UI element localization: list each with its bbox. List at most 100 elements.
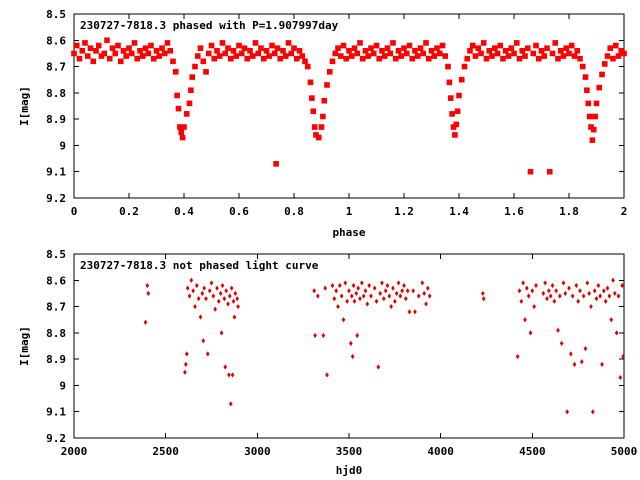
raw-data-point <box>387 293 392 299</box>
raw-data-point <box>336 303 340 310</box>
phased-data-point <box>139 53 146 59</box>
phased-plot-frame <box>73 13 625 199</box>
raw-data-point <box>367 282 371 289</box>
phased-x-tick-label: 2 <box>621 205 628 218</box>
phased-data-point <box>299 53 306 59</box>
phased-data-point <box>590 126 597 133</box>
phased-data-point <box>178 129 185 136</box>
raw-y-tick-label: 8.9 <box>46 353 66 366</box>
raw-data-point <box>413 309 417 315</box>
phased-data-point <box>461 63 468 70</box>
phased-data-point <box>464 55 471 62</box>
phased-data-point <box>134 55 141 62</box>
raw-data-point <box>321 332 326 339</box>
phased-data-point <box>161 50 168 57</box>
phased-data-point <box>497 42 504 49</box>
phased-data-point <box>174 92 180 99</box>
phased-chart-title: 230727-7818.3 phased with P=1.907997day <box>80 19 339 32</box>
phased-data-point <box>142 45 149 51</box>
raw-data-point <box>607 293 612 299</box>
phased-data-point <box>90 58 97 65</box>
phased-y-axis-label: I[mag] <box>18 86 31 126</box>
raw-data-point <box>232 314 237 320</box>
raw-data-point <box>213 306 217 312</box>
phased-data-point <box>159 45 165 51</box>
raw-data-point <box>613 290 617 297</box>
phased-y-tick-label: 8.7 <box>46 61 66 74</box>
phased-data-point <box>452 132 458 138</box>
raw-data-point <box>427 293 432 299</box>
phased-data-point <box>321 97 328 104</box>
raw-data-point <box>193 303 197 310</box>
raw-data-point <box>569 351 573 357</box>
raw-data-point <box>548 293 553 299</box>
phased-data-point <box>491 45 498 51</box>
phased-data-point <box>315 134 322 141</box>
phased-data-point <box>288 50 295 57</box>
phased-data-point <box>241 45 248 51</box>
phased-data-point <box>417 45 424 51</box>
phased-x-tick-label: 0.2 <box>119 205 139 218</box>
phased-data-point <box>271 50 278 57</box>
phased-data-point <box>137 48 143 54</box>
phased-data-point <box>530 50 537 57</box>
raw-data-point <box>534 282 538 289</box>
raw-x-tick-label: 3000 <box>244 445 271 458</box>
raw-chart-title: 230727-7818.3 not phased light curve <box>80 259 319 272</box>
raw-data-point <box>204 296 208 302</box>
phased-data-point <box>511 50 517 57</box>
raw-data-point <box>361 293 366 299</box>
raw-data-point <box>223 364 228 370</box>
raw-data-point <box>341 317 346 323</box>
phased-data-point <box>368 45 374 51</box>
raw-data-point <box>552 298 557 304</box>
raw-data-point <box>382 296 386 302</box>
phased-y-tick-label: 8.5 <box>46 8 66 21</box>
phased-data-point <box>467 48 473 54</box>
raw-data-point <box>561 280 566 286</box>
raw-data-point <box>393 298 397 304</box>
phased-data-point <box>181 124 187 130</box>
raw-y-tick-label: 8.5 <box>46 248 66 261</box>
phased-y-ticks: 8.5 8.6 8.7 8.8 8.9 9 9.1 9.2 <box>46 8 624 205</box>
phased-data-point <box>596 84 603 91</box>
phased-data-point <box>302 58 308 65</box>
raw-data-point <box>330 282 335 289</box>
phased-data-point <box>189 74 196 80</box>
raw-data-point <box>621 353 625 360</box>
phased-data-point <box>222 50 229 57</box>
raw-data-point <box>396 280 401 286</box>
raw-data-point <box>143 319 148 325</box>
phased-data-point <box>211 55 218 62</box>
phased-data-point <box>170 58 176 65</box>
raw-data-point <box>227 372 231 378</box>
phased-data-point <box>101 50 108 57</box>
phased-data-point <box>104 37 110 44</box>
raw-data-point <box>184 351 189 357</box>
phased-data-point <box>387 50 394 57</box>
raw-data-point <box>222 296 227 302</box>
raw-data-point <box>620 282 624 289</box>
phased-data-point <box>346 48 352 54</box>
raw-data-point <box>416 293 421 299</box>
raw-data-point <box>572 361 577 367</box>
phased-data-point <box>560 53 567 59</box>
phased-data-point <box>524 45 531 51</box>
phased-data-point <box>200 58 207 65</box>
phased-data-point <box>431 53 438 59</box>
phased-data-point <box>167 48 174 54</box>
raw-data-point <box>521 280 525 286</box>
phased-data-point <box>354 50 361 57</box>
raw-data-point <box>233 290 238 297</box>
phased-data-point <box>203 69 209 75</box>
phased-data-point <box>607 45 614 51</box>
phased-data-point <box>273 161 279 167</box>
raw-data-point <box>389 303 393 310</box>
raw-data-point <box>334 288 338 294</box>
phased-data-point <box>205 50 212 57</box>
phased-x-ticks: 0 0.2 0.4 0.6 0.8 1 1.2 1.4 1.6 1.8 2 <box>71 14 628 218</box>
phased-data-point <box>177 124 183 130</box>
phased-data-point <box>252 40 259 46</box>
